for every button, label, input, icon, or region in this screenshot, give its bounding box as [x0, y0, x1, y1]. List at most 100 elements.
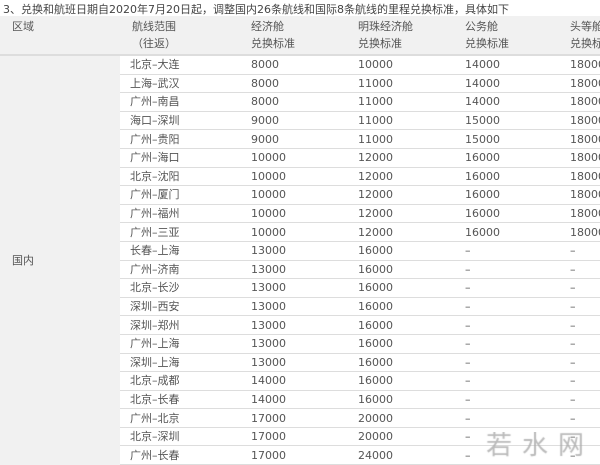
value-cell: – [570, 390, 600, 410]
route-cell: 广州–长春 [120, 445, 251, 465]
value-cell: 9000 [251, 111, 358, 131]
value-cell: 12000 [358, 148, 465, 168]
column-header: 明珠经济舱 兑换标准 [358, 16, 465, 55]
table-row: 北京–长春 14000 16000– – [0, 390, 600, 410]
table-row: 广州–上海 13000 16000– – [0, 334, 600, 354]
value-cell: 18000 [570, 55, 600, 75]
value-cell: 11000 [358, 111, 465, 131]
value-cell: – [465, 353, 570, 373]
value-cell: 13000 [251, 260, 358, 280]
table-row: 广州–福州10000120001600018000 [0, 204, 600, 224]
value-cell: 16000 [358, 371, 465, 391]
value-cell: 18000 [570, 167, 600, 187]
value-cell: 18000 [570, 148, 600, 168]
header-line: 公务舱 [465, 20, 498, 33]
value-cell: – [465, 427, 570, 447]
mileage-table: 区域航线范围（往返）经济舱兑换标准明珠经济舱兑换标准公务舱兑换标准头等舱兑换标准… [0, 16, 600, 465]
value-cell: – [570, 297, 600, 317]
table-row: 北京–成都 14000 16000– – [0, 371, 600, 391]
value-cell: 18000 [570, 185, 600, 205]
value-cell: – [465, 241, 570, 261]
route-cell: 海口–深圳 [120, 111, 251, 131]
value-cell: 18000 [570, 204, 600, 224]
value-cell: 16000 [465, 167, 570, 187]
table-row: 上海–武汉8000110001400018000 [0, 74, 600, 94]
value-cell: 16000 [358, 278, 465, 298]
header-line: 经济舱 [251, 20, 284, 33]
value-cell: 18000 [570, 111, 600, 131]
route-cell: 上海–武汉 [120, 74, 251, 94]
header-line: 头等舱 [570, 20, 600, 33]
value-cell: 13000 [251, 353, 358, 373]
value-cell: 16000 [358, 297, 465, 317]
value-cell: – [465, 278, 570, 298]
column-header: 公务舱 兑换标准 [465, 16, 570, 55]
table-row: 广州–济南 13000 16000– – [0, 260, 600, 280]
route-cell: 广州–三亚 [120, 222, 251, 242]
value-cell: 13000 [251, 297, 358, 317]
route-cell: 广州–贵阳 [120, 129, 251, 149]
value-cell: 16000 [358, 390, 465, 410]
table-row: 海口–深圳9000110001500018000 [0, 111, 600, 131]
route-cell: 长春–上海 [120, 241, 251, 261]
value-cell: 15000 [465, 111, 570, 131]
route-cell: 北京–长沙 [120, 278, 251, 298]
route-cell: 深圳–西安 [120, 297, 251, 317]
header-line: 航线范围 [132, 20, 176, 33]
value-cell: 10000 [251, 222, 358, 242]
route-cell: 深圳–上海 [120, 353, 251, 373]
table-row: 广州–三亚10000120001600018000 [0, 222, 600, 242]
table-row: 深圳–西安 13000 16000– – [0, 297, 600, 317]
value-cell: 16000 [358, 260, 465, 280]
value-cell: – [570, 353, 600, 373]
value-cell: 16000 [465, 148, 570, 168]
value-cell: 24000 [358, 445, 465, 465]
value-cell: 16000 [465, 222, 570, 242]
header-line: （往返） [132, 37, 176, 50]
value-cell: 18000 [570, 129, 600, 149]
column-header: 头等舱兑换标准 [570, 16, 600, 55]
table-row: 北京–长沙 13000 16000– – [0, 278, 600, 298]
route-cell: 北京–成都 [120, 371, 251, 391]
route-cell: 广州–上海 [120, 334, 251, 354]
value-cell: 10000 [251, 167, 358, 187]
table-row: 广州–海口10000120001600018000 [0, 148, 600, 168]
route-cell: 北京–大连 [120, 55, 251, 75]
header-line: 兑换标准 [465, 37, 509, 50]
route-cell: 北京–沈阳 [120, 167, 251, 187]
column-header: 经济舱 兑换标准 [251, 16, 358, 55]
value-cell: – [570, 371, 600, 391]
intro-text: 3、兑换和航班日期自2020年7月20日起，调整国内26条航线和国际8条航线的里… [3, 3, 509, 16]
header-line: 兑换标准 [358, 37, 402, 50]
value-cell: 10000 [358, 55, 465, 75]
route-cell: 广州–北京 [120, 408, 251, 428]
value-cell: – [465, 334, 570, 354]
header-line: 明珠经济舱 [358, 20, 413, 33]
value-cell: – [570, 241, 600, 261]
value-cell: – [570, 315, 600, 335]
value-cell: 13000 [251, 315, 358, 335]
value-cell: 16000 [358, 315, 465, 335]
table-row: 深圳–郑州 13000 16000– – [0, 315, 600, 335]
value-cell: – [570, 408, 600, 428]
value-cell: 8000 [251, 74, 358, 94]
value-cell: 14000 [251, 390, 358, 410]
value-cell: 15000 [465, 129, 570, 149]
route-cell: 北京–长春 [120, 390, 251, 410]
value-cell: – [465, 390, 570, 410]
value-cell: – [465, 445, 570, 465]
value-cell: – [465, 371, 570, 391]
value-cell: 12000 [358, 185, 465, 205]
route-cell: 北京–深圳 [120, 427, 251, 447]
value-cell: 14000 [251, 371, 358, 391]
value-cell: – [570, 334, 600, 354]
region-cell: 国内 [0, 55, 120, 465]
value-cell: 8000 [251, 55, 358, 75]
value-cell: 8000 [251, 92, 358, 112]
value-cell: 20000 [358, 408, 465, 428]
value-cell: 10000 [251, 185, 358, 205]
value-cell: 12000 [358, 167, 465, 187]
value-cell: 16000 [358, 241, 465, 261]
route-cell: 广州–济南 [120, 260, 251, 280]
